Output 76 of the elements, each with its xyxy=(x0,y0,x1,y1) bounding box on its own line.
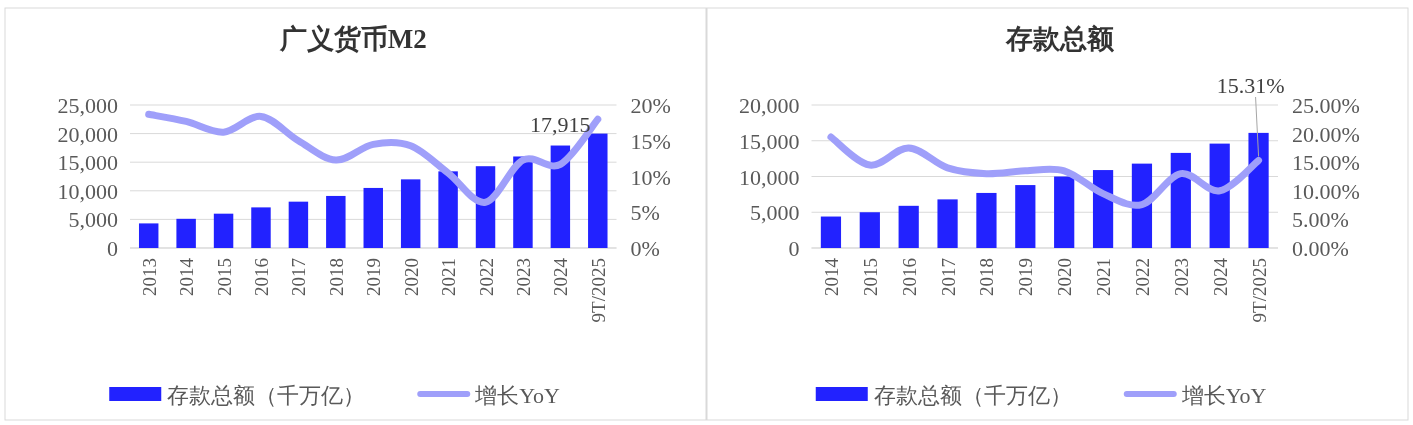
x-tick-label: 2023 xyxy=(1170,258,1192,296)
x-tick-label: 2022 xyxy=(1131,258,1153,296)
bar xyxy=(1209,143,1230,248)
x-tick-label: 2024 xyxy=(550,257,572,296)
x-tick-label: 2018 xyxy=(325,258,347,296)
y-tick-label: 5,000 xyxy=(68,207,118,233)
x-tick-label: 2021 xyxy=(1093,258,1115,296)
x-tick-label: 2019 xyxy=(1015,258,1037,296)
x-tick-label: 2014 xyxy=(820,257,842,296)
bar xyxy=(898,205,919,248)
bar xyxy=(363,187,383,248)
bar xyxy=(937,199,958,248)
y2-tick-label: 20.00% xyxy=(1292,121,1360,147)
x-tick-label: 2020 xyxy=(1054,258,1076,296)
bar xyxy=(438,171,458,248)
legend-label: 增长YoY xyxy=(1180,383,1267,408)
bar xyxy=(138,223,159,248)
y-tick-label: 25,000 xyxy=(57,93,118,118)
x-tick-label: 2014 xyxy=(176,257,198,296)
bar xyxy=(400,179,421,248)
data-label: 15.31% xyxy=(1216,73,1285,98)
x-tick-label: 2017 xyxy=(937,258,959,296)
bar xyxy=(1015,185,1036,248)
bar xyxy=(820,216,842,248)
y-tick-label: 0 xyxy=(107,236,118,261)
legend-label: 存款总额（千万亿） xyxy=(167,383,366,408)
bar xyxy=(513,156,533,248)
x-tick-label: 2022 xyxy=(475,258,497,296)
x-tick-label: 2023 xyxy=(512,258,534,296)
bar xyxy=(1170,152,1191,248)
x-tick-label: 2015 xyxy=(859,258,881,296)
x-tick-label: 2015 xyxy=(213,258,235,296)
bar xyxy=(1054,176,1075,248)
chart-title: 存款总额 xyxy=(1004,24,1115,54)
y-tick-label: 10,000 xyxy=(739,164,800,190)
bar xyxy=(976,192,997,248)
x-tick-label: 2020 xyxy=(400,258,422,296)
y2-tick-label: 15.00% xyxy=(1292,150,1360,176)
y-tick-label: 15,000 xyxy=(739,128,800,154)
y-tick-label: 10,000 xyxy=(57,178,118,204)
data-label: 17,915 xyxy=(530,111,591,137)
y2-tick-label: 5.00% xyxy=(1292,207,1349,233)
bar xyxy=(288,201,309,248)
y-tick-label: 5,000 xyxy=(750,200,800,226)
bar xyxy=(859,212,880,248)
y-tick-label: 15,000 xyxy=(57,150,118,176)
x-tick-label: 9T/2025 xyxy=(587,258,609,323)
bar xyxy=(251,207,271,248)
y2-tick-label: 0.00% xyxy=(1292,236,1349,261)
bar xyxy=(176,218,196,248)
x-tick-label: 2017 xyxy=(288,258,310,296)
x-tick-label: 2016 xyxy=(898,258,920,296)
bar xyxy=(326,195,346,248)
y-tick-label: 20,000 xyxy=(739,93,800,118)
y2-tick-label: 5% xyxy=(630,200,660,226)
x-tick-label: 9T/2025 xyxy=(1248,258,1270,323)
y2-tick-label: 10.00% xyxy=(1292,178,1360,204)
y-tick-label: 0 xyxy=(788,236,800,261)
x-tick-label: 2024 xyxy=(1209,257,1231,296)
bar xyxy=(213,213,234,248)
x-tick-label: 2016 xyxy=(250,258,272,296)
x-tick-label: 2018 xyxy=(976,258,998,296)
bar xyxy=(1248,132,1269,248)
y-tick-label: 20,000 xyxy=(57,121,118,147)
legend-label: 增长YoY xyxy=(474,383,560,408)
x-tick-label: 2021 xyxy=(438,258,460,296)
x-tick-label: 2019 xyxy=(363,258,385,296)
y2-tick-label: 10% xyxy=(630,164,671,190)
y2-tick-label: 0% xyxy=(630,236,660,261)
x-tick-label: 2013 xyxy=(138,258,160,296)
y2-tick-label: 25.00% xyxy=(1292,93,1360,118)
legend-label: 存款总额（千万亿） xyxy=(873,383,1072,408)
bar xyxy=(588,133,608,248)
y2-tick-label: 20% xyxy=(630,93,671,118)
chart-title: 广义货币M2 xyxy=(278,24,427,54)
y2-tick-label: 15% xyxy=(630,128,671,154)
